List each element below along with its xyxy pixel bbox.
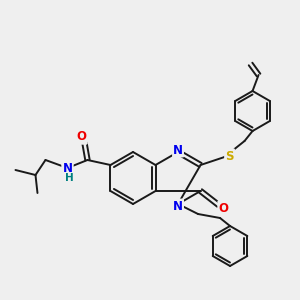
Text: S: S xyxy=(225,149,234,163)
Text: N: N xyxy=(62,161,73,175)
Text: O: O xyxy=(218,202,229,214)
Text: O: O xyxy=(76,130,86,143)
Text: N: N xyxy=(173,200,183,212)
Text: N: N xyxy=(62,161,73,175)
Text: H: H xyxy=(65,173,74,183)
Text: N: N xyxy=(173,143,183,157)
Text: H: H xyxy=(65,173,74,183)
Text: O: O xyxy=(218,202,229,214)
Text: S: S xyxy=(225,149,234,163)
Text: O: O xyxy=(76,130,86,143)
